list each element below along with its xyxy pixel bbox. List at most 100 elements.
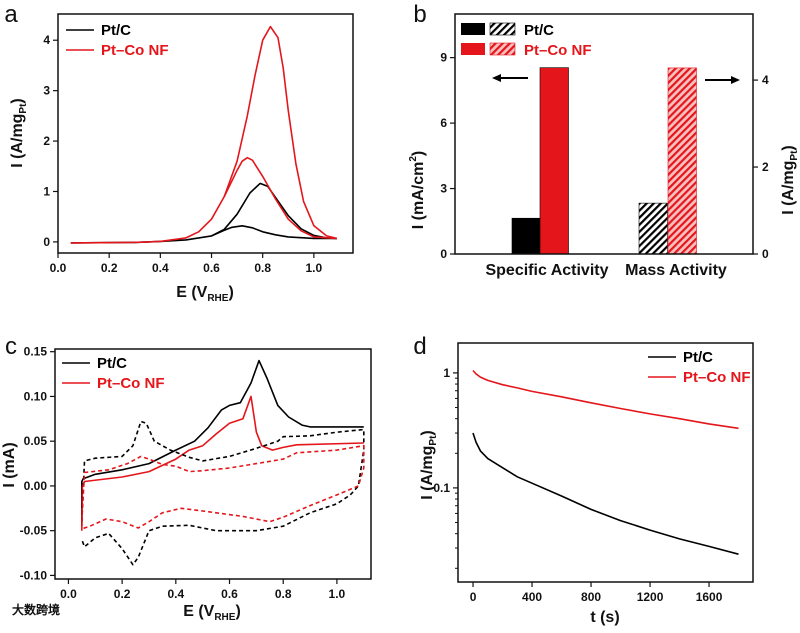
x-tick-label: 0.8	[275, 587, 292, 601]
x-tick-label: 0.4	[152, 261, 169, 275]
y-axis-label-left-end: )	[410, 151, 427, 156]
bar-specific-pt-co-nf	[539, 67, 569, 255]
panel-label-a: a	[4, 1, 18, 28]
legend-swatch-pt-co-nf-solid	[461, 43, 485, 55]
x-category-label: Mass Activity	[625, 262, 727, 279]
panel-c-chart: 0.0 0.2 0.4 0.6 0.8 1.0 -0.10 -0.05 0.00 0.05 0.10…	[1, 345, 372, 623]
y-tick-label: 1	[443, 366, 450, 380]
y-tick-label: 1	[43, 184, 50, 198]
y-axis-label-main: I (A/mg	[419, 446, 436, 500]
series-line-pt-co-nf-background	[81, 444, 365, 530]
x-axis-label-end: )	[228, 284, 233, 301]
y-tick-label: 6	[440, 116, 447, 130]
y-tick-label: 0	[762, 247, 769, 261]
series-line-pt-c-reverse	[211, 225, 337, 240]
x-axis-label-sub: RHE	[214, 612, 235, 623]
x-category-label: Specific Activity	[485, 262, 608, 279]
x-tick-label: 800	[581, 590, 601, 604]
y-axis-label-right-sub: Pt	[789, 150, 800, 161]
x-axis-label-main: E (V	[183, 603, 214, 620]
plot-frame	[57, 13, 354, 254]
y-axis-label-main: I (mA)	[1, 442, 18, 487]
panel-label-d: d	[413, 333, 426, 360]
y-axis-label: I (A/mgPt)	[419, 430, 439, 500]
y-axis-label-right: I (A/mgPt)	[780, 145, 800, 215]
bar-mass-pt-co-nf	[667, 67, 697, 255]
y-tick-label: 0.1	[433, 481, 450, 495]
series-line-pt-co-nf-forward	[70, 25, 338, 244]
x-tick-label: 0.0	[60, 587, 77, 601]
y-tick-label: 4	[762, 73, 769, 87]
y-axis-label-sub: Pt	[18, 103, 29, 114]
x-axis-label-main: t (s)	[590, 609, 619, 626]
legend-pt-c-label: Pt/C	[683, 349, 713, 366]
y-axis-label-sub: Pt	[428, 435, 439, 446]
legend-swatch-pt-co-nf-hatched	[489, 42, 516, 56]
y-tick-label: -0.05	[20, 524, 48, 538]
y-tick-label: 9	[440, 51, 447, 65]
series-line-pt-co-nf-reverse	[223, 156, 337, 240]
y-axis-label-end: )	[9, 98, 26, 103]
x-axis-label-end: )	[235, 603, 240, 620]
bar-mass-pt-c	[638, 202, 668, 255]
legend-pt-c-label: Pt/C	[101, 22, 131, 39]
arrow-left-head-icon	[492, 74, 501, 82]
x-tick-label: 1.0	[329, 587, 346, 601]
bar-specific-pt-c	[511, 217, 541, 255]
watermark-logo: 大数跨境	[12, 602, 60, 617]
y-axis-label-right-main: I (A/mg	[780, 161, 797, 215]
y-tick-label: 0.05	[24, 434, 48, 448]
series-line-pt-co-nf	[81, 395, 364, 531]
y-tick-label: 0.00	[24, 479, 48, 493]
y-tick-label: 2	[43, 134, 50, 148]
panel-d-chart: 0 400 800 1200 1600 0.1 1 t (s) I (A/mgPt) Pt/C Pt…	[419, 342, 754, 626]
series-line-pt-c-background	[81, 420, 365, 566]
plot-frame	[454, 13, 754, 255]
panel-label-c: c	[5, 333, 17, 360]
arrow-right-head-icon	[731, 76, 740, 84]
y-tick-label: 4	[43, 33, 50, 47]
legend-pt-c-label: Pt/C	[97, 355, 127, 372]
plot-frame	[54, 348, 372, 580]
panel-b-chart: 0 3 6 9 0 2 4 Specific Activity Mass Activity I (…	[408, 13, 800, 279]
series-line-pt-c-forward	[70, 182, 337, 244]
y-tick-label: 3	[440, 182, 447, 196]
x-axis-label: E (VRHE)	[183, 603, 241, 623]
y-axis-label: I (A/mgPt)	[9, 98, 29, 168]
y-axis-label: I (mA)	[1, 442, 18, 487]
plot-frame	[457, 342, 754, 583]
y-axis-label-right-end: )	[780, 145, 797, 150]
x-axis-label-sub: RHE	[207, 293, 228, 304]
x-tick-label: 1200	[637, 590, 664, 604]
x-tick-label: 0.6	[221, 587, 238, 601]
legend-pt-co-nf-label: Pt–Co NF	[97, 375, 165, 392]
legend-pt-co-nf-label: Pt–Co NF	[683, 369, 751, 386]
y-axis-label-main: I (A/mg	[9, 114, 26, 168]
legend-pt-c-label: Pt/C	[524, 22, 554, 39]
legend-pt-co-nf-label: Pt–Co NF	[524, 42, 592, 59]
x-tick-label: 0.2	[114, 587, 131, 601]
x-axis-label: E (VRHE)	[176, 284, 234, 304]
x-tick-label: 0	[470, 590, 477, 604]
legend-swatch-pt-c-solid	[461, 23, 485, 35]
x-tick-label: 1600	[696, 590, 723, 604]
y-axis-label-left-sup: 2	[408, 156, 419, 162]
panel-label-b: b	[413, 1, 426, 28]
y-tick-label: 2	[762, 160, 769, 174]
x-tick-label: 0.2	[101, 261, 118, 275]
x-tick-label: 0.0	[50, 261, 67, 275]
series-line-pt-c	[81, 359, 364, 527]
y-tick-label: 0	[440, 247, 447, 261]
y-tick-label: 0.10	[24, 389, 48, 403]
y-tick-label: 0	[43, 235, 50, 249]
x-axis-label-main: E (V	[176, 284, 207, 301]
y-tick-label: 0.15	[24, 345, 48, 359]
x-tick-label: 1.0	[306, 261, 323, 275]
x-tick-label: 0.4	[167, 587, 184, 601]
y-tick-label: -0.10	[20, 568, 48, 582]
x-tick-label: 0.6	[203, 261, 220, 275]
legend-swatch-pt-c-hatched	[489, 22, 516, 36]
y-axis-label-left-main: I (mA/cm	[410, 162, 427, 230]
